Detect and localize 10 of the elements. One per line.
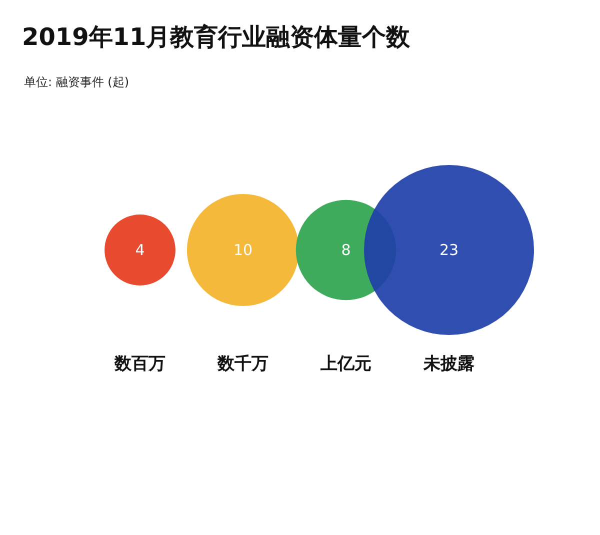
- text: 2019年11月教育行业融资体量个数: [22, 23, 412, 51]
- data-label: 4: [135, 241, 145, 259]
- category-label: 上亿元: [320, 354, 372, 374]
- data-label: 8: [341, 241, 351, 259]
- category-label: 数百万: [114, 354, 166, 374]
- data-label: 10: [233, 241, 253, 259]
- data-label: 23: [439, 241, 459, 259]
- text: 单位: 融资事件 (起): [24, 75, 130, 89]
- category-label: 数千万: [216, 354, 268, 374]
- category-label: 未披露: [422, 354, 474, 374]
